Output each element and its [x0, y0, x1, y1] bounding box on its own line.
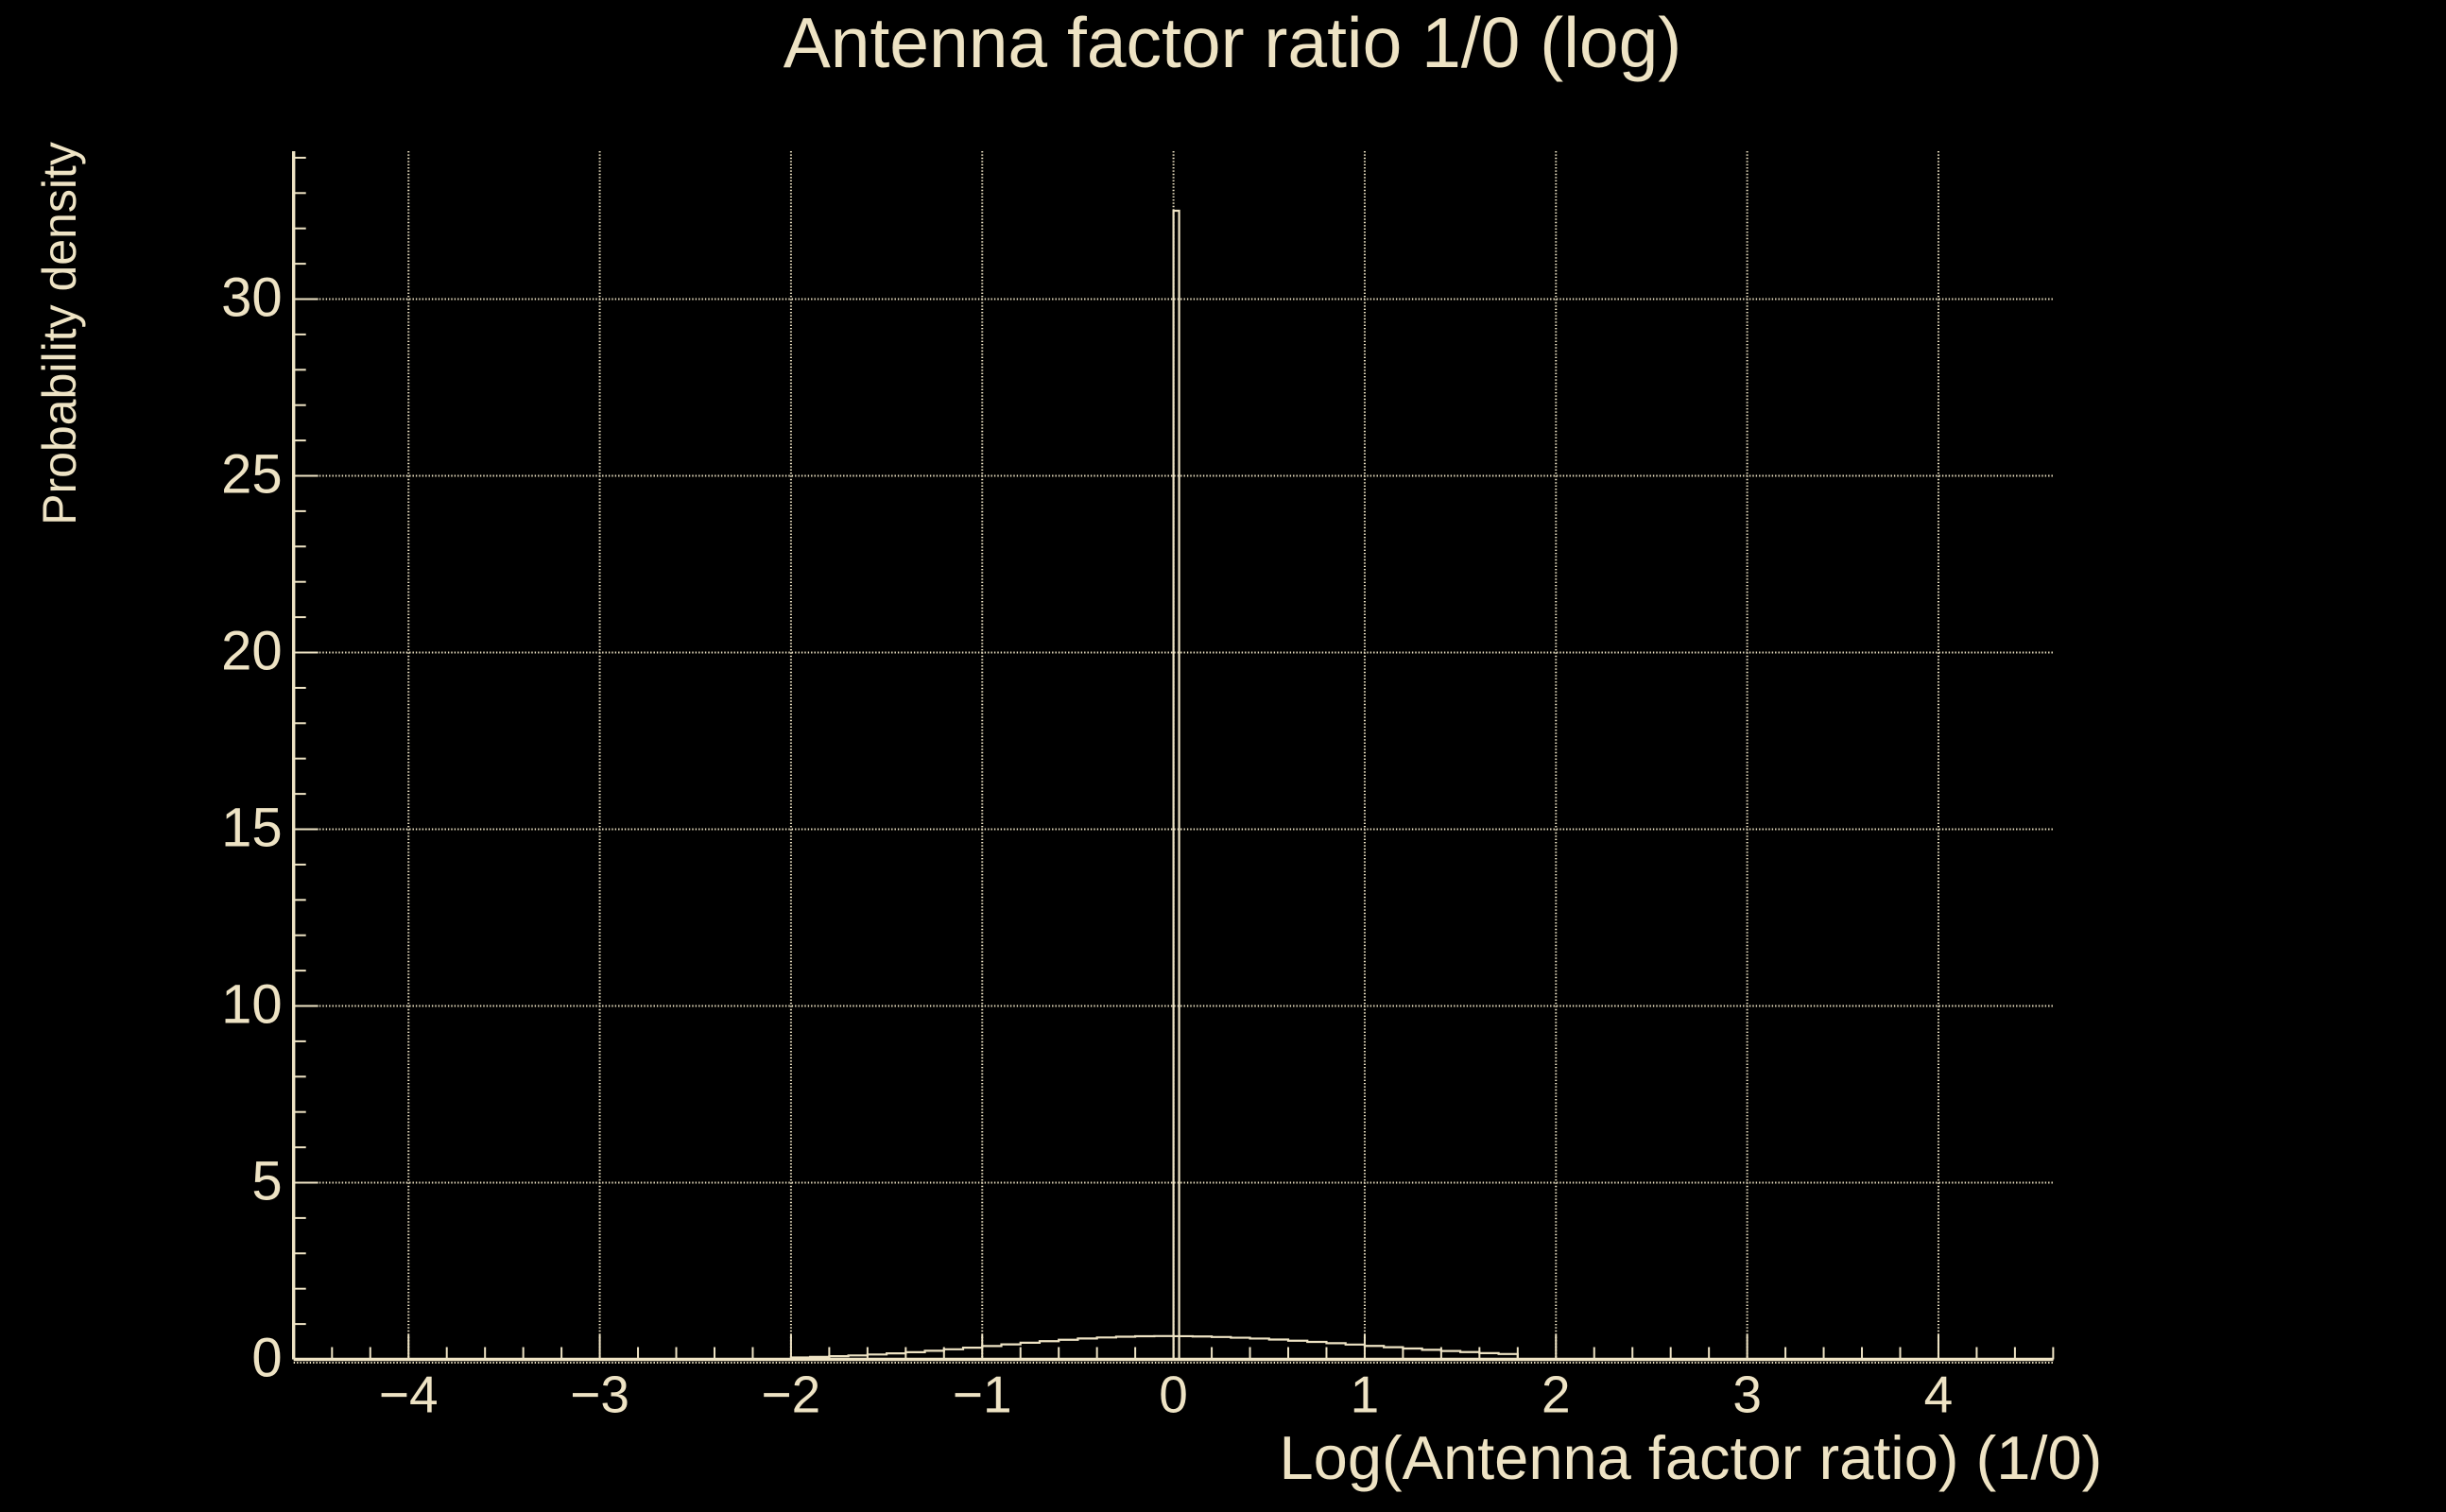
svg-text:2: 2	[1542, 1366, 1571, 1424]
svg-text:−4: −4	[379, 1366, 439, 1424]
svg-text:25: 25	[221, 444, 283, 506]
svg-text:30: 30	[221, 267, 283, 329]
svg-text:1: 1	[1351, 1366, 1380, 1424]
svg-text:−3: −3	[570, 1366, 629, 1424]
svg-text:4: 4	[1924, 1366, 1954, 1424]
svg-text:−2: −2	[762, 1366, 821, 1424]
svg-text:−1: −1	[953, 1366, 1012, 1424]
svg-text:Antenna factor ratio 1/0 (log): Antenna factor ratio 1/0 (log)	[784, 3, 1682, 82]
svg-text:0: 0	[1159, 1366, 1188, 1424]
svg-text:5: 5	[251, 1151, 282, 1212]
svg-text:20: 20	[221, 621, 283, 682]
svg-text:10: 10	[221, 974, 283, 1036]
svg-text:Log(Antenna factor ratio) (1/0: Log(Antenna factor ratio) (1/0)	[1280, 1423, 2103, 1492]
svg-text:0: 0	[251, 1328, 282, 1389]
svg-text:3: 3	[1732, 1366, 1762, 1424]
svg-text:Probability density: Probability density	[33, 142, 86, 525]
svg-text:15: 15	[221, 798, 283, 859]
